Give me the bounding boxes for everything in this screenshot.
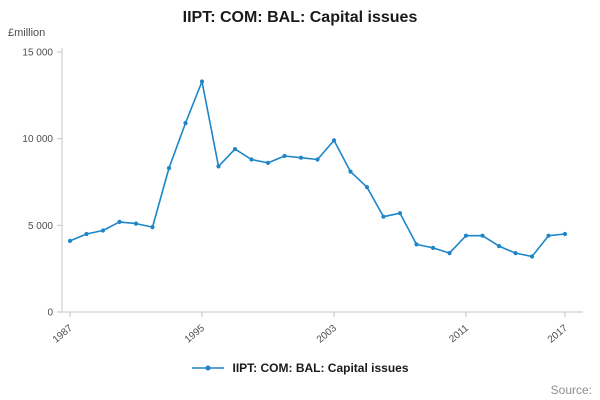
y-tick-label: 15 000: [22, 48, 53, 59]
data-point-marker: [298, 155, 304, 160]
y-tick-label: 0: [47, 308, 53, 319]
data-point-marker: [397, 211, 403, 216]
x-tick-label: 2017: [546, 323, 570, 346]
y-axis-unit-label: £million: [8, 27, 46, 39]
data-point-marker: [150, 225, 155, 230]
source-label: Source:: [550, 383, 592, 397]
data-point-marker: [414, 242, 419, 247]
data-point-marker: [348, 169, 353, 174]
data-point-marker: [249, 157, 254, 162]
data-point-marker: [546, 233, 551, 238]
capital-issues-line-chart: 0 5 000 10 000 15 000 1987 1995 2003 2011 2017: [22, 48, 583, 346]
y-tick-label: 10 000: [22, 134, 53, 145]
data-point-marker: [331, 138, 337, 143]
data-point-marker: [117, 219, 122, 224]
data-point-marker: [364, 185, 370, 190]
data-point-marker: [199, 79, 205, 84]
data-point-marker: [463, 233, 469, 238]
data-point-marker: [100, 228, 106, 233]
legend: IIPT: COM: BAL: Capital issues: [0, 361, 600, 375]
data-point-marker: [216, 164, 221, 169]
data-point-marker: [133, 221, 139, 226]
series-capital-issues: [67, 79, 568, 259]
data-point-marker: [529, 254, 535, 259]
x-tick-label: 1987: [51, 323, 75, 346]
legend-series-label: IIPT: COM: BAL: Capital issues: [232, 361, 409, 375]
axes: 0 5 000 10 000 15 000 1987 1995 2003 2011 2017: [22, 48, 583, 346]
data-point-marker: [480, 233, 485, 238]
data-point-marker: [67, 238, 73, 243]
data-point-marker: [84, 231, 89, 237]
data-point-marker: [381, 214, 386, 219]
data-point-marker: [513, 251, 518, 256]
data-point-marker: [265, 160, 271, 165]
data-point-marker: [315, 157, 320, 162]
legend-line-marker-icon: [192, 365, 225, 371]
y-tick-label: 5 000: [28, 221, 53, 232]
data-point-marker: [496, 244, 502, 249]
x-tick-label: 1995: [183, 323, 207, 346]
x-tick-label: 2003: [315, 323, 339, 346]
data-point-marker: [430, 245, 436, 250]
x-tick-label: 2011: [447, 323, 471, 346]
data-point-marker: [183, 121, 188, 126]
data-point-marker: [447, 251, 452, 256]
data-point-marker: [282, 153, 287, 159]
data-point-marker: [232, 147, 238, 152]
data-point-marker: [166, 166, 172, 171]
data-point-marker: [562, 231, 568, 237]
chart-title: IIPT: COM: BAL: Capital issues: [182, 9, 418, 26]
